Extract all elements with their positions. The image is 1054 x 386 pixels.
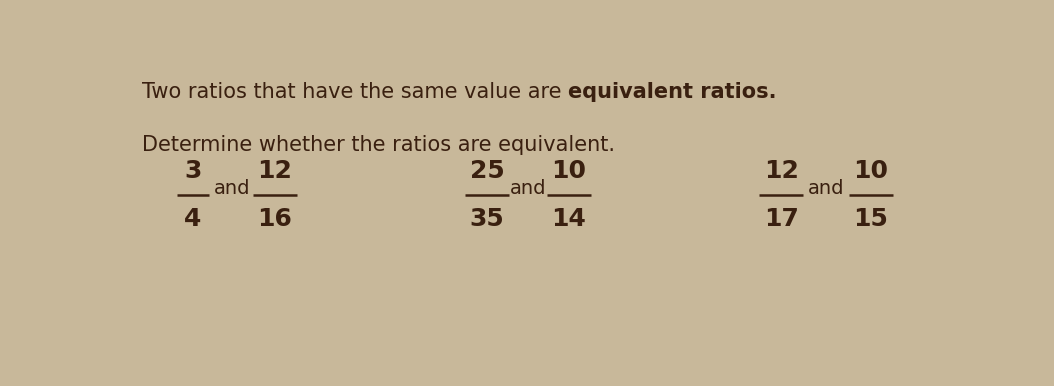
Text: 4: 4 [184, 207, 201, 231]
Text: and: and [214, 179, 251, 198]
Text: 25: 25 [470, 159, 505, 183]
Text: 10: 10 [854, 159, 889, 183]
Text: 10: 10 [551, 159, 586, 183]
Text: 35: 35 [470, 207, 505, 231]
Text: 16: 16 [257, 207, 292, 231]
Text: 3: 3 [184, 159, 201, 183]
Text: Determine whether the ratios are equivalent.: Determine whether the ratios are equival… [141, 135, 614, 156]
Text: 12: 12 [257, 159, 292, 183]
Text: Two ratios that have the same value are: Two ratios that have the same value are [141, 82, 568, 102]
Text: 15: 15 [854, 207, 889, 231]
Text: and: and [807, 179, 844, 198]
Text: 17: 17 [764, 207, 799, 231]
Text: equivalent ratios.: equivalent ratios. [568, 82, 776, 102]
Text: and: and [510, 179, 546, 198]
Text: 12: 12 [764, 159, 799, 183]
Text: 14: 14 [551, 207, 586, 231]
